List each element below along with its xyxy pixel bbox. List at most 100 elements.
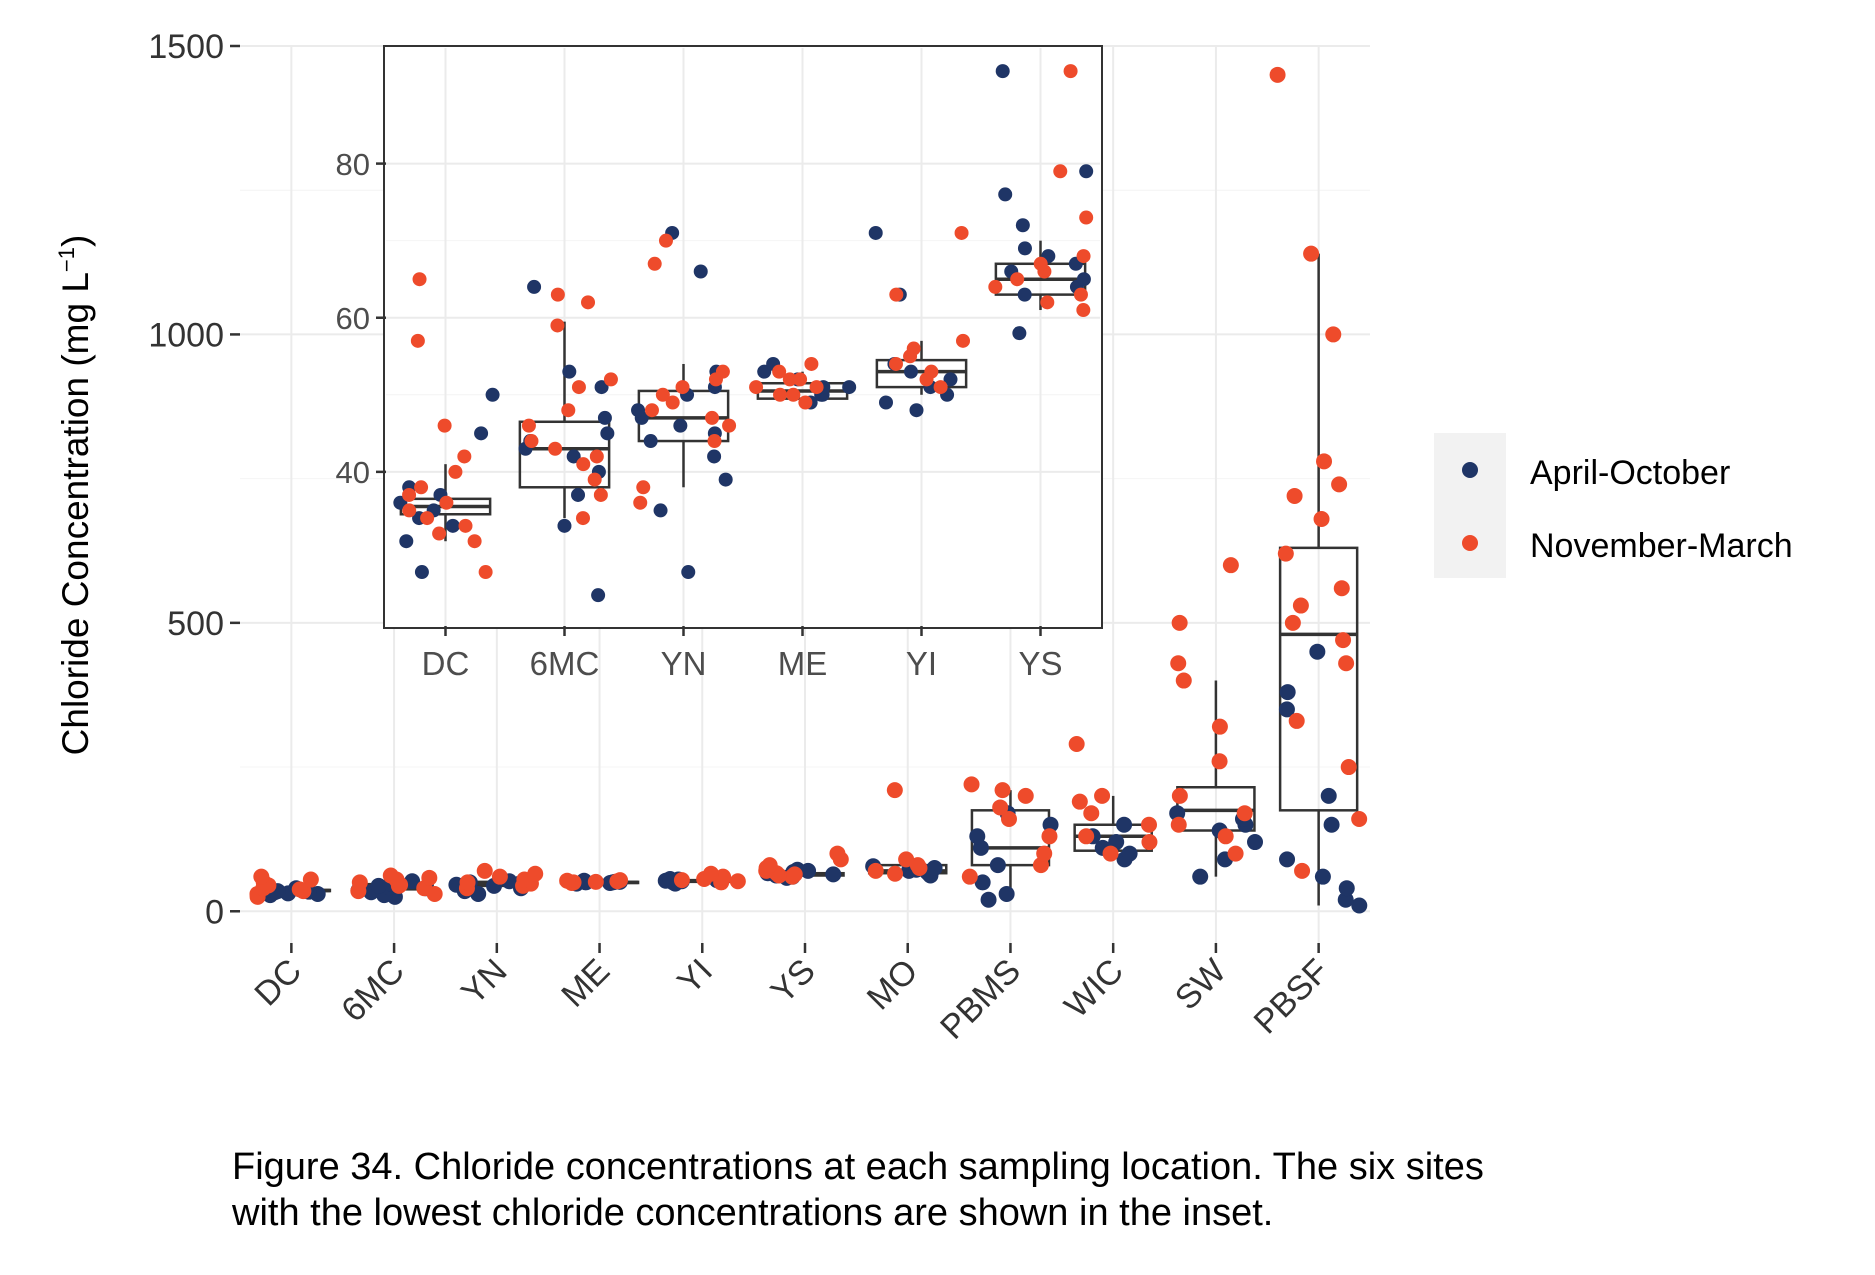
main-xtick-label-sw: SW — [1168, 952, 1234, 1018]
main-point-november-march-dc-7 — [302, 871, 319, 888]
main-point-november-march-wic-1 — [1141, 834, 1158, 851]
inset-point-november-march-yn-5 — [644, 403, 659, 418]
main-point-november-march-yi-6 — [702, 865, 719, 882]
y-axis-label-sup: −1 — [54, 247, 79, 272]
inset-point-november-march-ys-8 — [1079, 210, 1094, 225]
main-point-november-march-mo-1 — [867, 862, 884, 879]
main-point-november-march-sw-8 — [1170, 655, 1187, 672]
inset-ytick-label-40: 40 — [336, 455, 370, 490]
inset-point-april-october-6mc-1 — [557, 518, 572, 533]
inset-point-november-march-me-3 — [749, 380, 764, 395]
main-point-november-march-pbsf-14 — [1325, 326, 1342, 343]
main-point-november-march-6mc-5 — [351, 874, 368, 891]
main-point-november-march-6mc-8 — [382, 867, 399, 884]
main-point-november-march-wic-5 — [1071, 793, 1088, 810]
main-point-november-march-me-5 — [612, 872, 629, 889]
main-point-april-october-pbsf-3 — [1314, 868, 1331, 885]
inset-xtick-label-6mc: 6MC — [530, 645, 600, 682]
main-point-november-march-dc-3 — [291, 881, 308, 898]
inset-panel-background — [384, 46, 1102, 628]
main-xtick-label-6mc: 6MC — [334, 952, 412, 1030]
inset-point-november-march-ys-10 — [1063, 64, 1078, 79]
main-point-november-march-pbms-4 — [1000, 810, 1017, 827]
main-point-november-march-pbsf-12 — [1331, 476, 1348, 493]
main-point-november-march-me-4 — [559, 872, 576, 889]
y-axis-label-close: ) — [55, 235, 96, 247]
main-point-november-march-pbms-2 — [1036, 845, 1053, 862]
inset-point-april-october-6mc-11 — [527, 279, 542, 294]
legend-key-april-october — [1462, 462, 1478, 478]
main-point-april-october-pbsf-4 — [1279, 851, 1296, 868]
inset-point-november-march-6mc-3 — [576, 457, 591, 472]
main-point-november-march-ys-2 — [786, 866, 803, 883]
y-axis-label: Chloride Concentration (mg L−1) — [54, 235, 96, 756]
main-point-april-october-yi-6 — [662, 870, 679, 887]
main-point-november-march-pbsf-0 — [1294, 862, 1311, 879]
main-point-november-march-pbsf-8 — [1333, 580, 1350, 597]
legend: April-October November-March — [1434, 433, 1793, 578]
inset-ytick-label-80: 80 — [336, 147, 370, 182]
inset-point-november-march-yn-8 — [675, 380, 690, 395]
main-point-april-october-pbsf-8 — [1279, 684, 1296, 701]
inset-point-november-march-dc-8 — [414, 480, 429, 495]
inset-point-november-march-6mc-10 — [603, 372, 618, 387]
inset-point-april-october-yi-4 — [943, 372, 958, 387]
main-point-april-october-pbms-5 — [969, 828, 986, 845]
main-point-november-march-sw-10 — [1222, 557, 1239, 574]
main-point-november-march-me-2 — [587, 873, 604, 890]
main-point-november-march-6mc-7 — [421, 869, 438, 886]
inset-point-november-march-6mc-13 — [550, 287, 565, 302]
inset-point-april-october-ys-7 — [1017, 241, 1032, 256]
inset-point-november-march-yn-2 — [707, 434, 722, 449]
main-point-april-october-pbsf-5 — [1323, 816, 1340, 833]
main-point-april-october-wic-1 — [1121, 845, 1138, 862]
inset-box-iqr-yi — [875, 358, 968, 389]
inset-point-november-march-yi-0 — [933, 380, 948, 395]
inset-point-november-march-6mc-5 — [548, 441, 563, 456]
inset-point-november-march-dc-13 — [412, 272, 427, 287]
inset-point-november-march-yn-10 — [715, 364, 730, 379]
main-point-november-march-wic-3 — [1140, 816, 1157, 833]
inset-point-november-march-dc-10 — [457, 449, 472, 464]
main-xtick-label-mo: MO — [860, 952, 926, 1018]
inset-point-april-october-dc-8 — [474, 426, 489, 441]
main-point-november-march-dc-8 — [253, 868, 270, 885]
main-point-november-march-pbms-5 — [992, 799, 1009, 816]
main-xtick-label-me: ME — [554, 952, 617, 1015]
inset-point-april-october-dc-1 — [399, 534, 414, 549]
inset-point-april-october-6mc-2 — [571, 487, 586, 502]
inset-point-november-march-ys-1 — [1040, 295, 1055, 310]
inset-point-april-october-ys-8 — [1015, 218, 1030, 233]
main-point-november-march-ys-8 — [829, 845, 846, 862]
main-point-april-october-sw-2 — [1247, 834, 1264, 851]
inset-point-april-october-ys-3 — [1076, 272, 1091, 287]
main-point-april-october-mo-5 — [926, 860, 943, 877]
main-point-november-march-sw-4 — [1171, 787, 1188, 804]
y-axis-label-main: Chloride Concentration (mg L — [55, 272, 96, 755]
inset-point-november-march-dc-7 — [402, 487, 417, 502]
inset-point-april-october-ys-10 — [1079, 164, 1094, 179]
inset-point-april-october-yn-4 — [643, 434, 658, 449]
caption-line-2: with the lowest chloride concentrations … — [232, 1192, 1274, 1234]
main-point-april-october-pbsf-1 — [1337, 891, 1354, 908]
inset-point-november-march-ys-6 — [1033, 256, 1048, 271]
main-point-november-march-sw-2 — [1170, 816, 1187, 833]
inset-chart: 40 60 80 DC 6MC YN ME YI YS — [336, 45, 1103, 682]
inset-point-november-march-dc-6 — [439, 495, 454, 510]
caption-line-1: Figure 34. Chloride concentrations at ea… — [232, 1146, 1484, 1188]
main-point-november-march-sw-5 — [1211, 753, 1228, 770]
inset-xtick-label-yi: YI — [906, 645, 937, 682]
inset-point-april-october-6mc-4 — [566, 449, 581, 464]
inset-point-november-march-ys-9 — [1053, 164, 1068, 179]
inset-box-iqr-6mc — [518, 420, 611, 489]
main-points — [249, 66, 1368, 914]
inset-point-april-october-ys-0 — [1012, 326, 1027, 341]
inset-point-november-march-ys-2 — [1073, 287, 1088, 302]
main-point-november-march-pbsf-2 — [1340, 759, 1357, 776]
inset-point-november-march-yn-6 — [665, 395, 680, 410]
figure-caption: Figure 34. Chloride concentrations at ea… — [232, 1144, 1732, 1236]
main-y-axis: 0 500 1000 1500 — [148, 28, 240, 932]
main-point-november-march-sw-1 — [1217, 828, 1234, 845]
main-box-sw — [1176, 680, 1256, 877]
